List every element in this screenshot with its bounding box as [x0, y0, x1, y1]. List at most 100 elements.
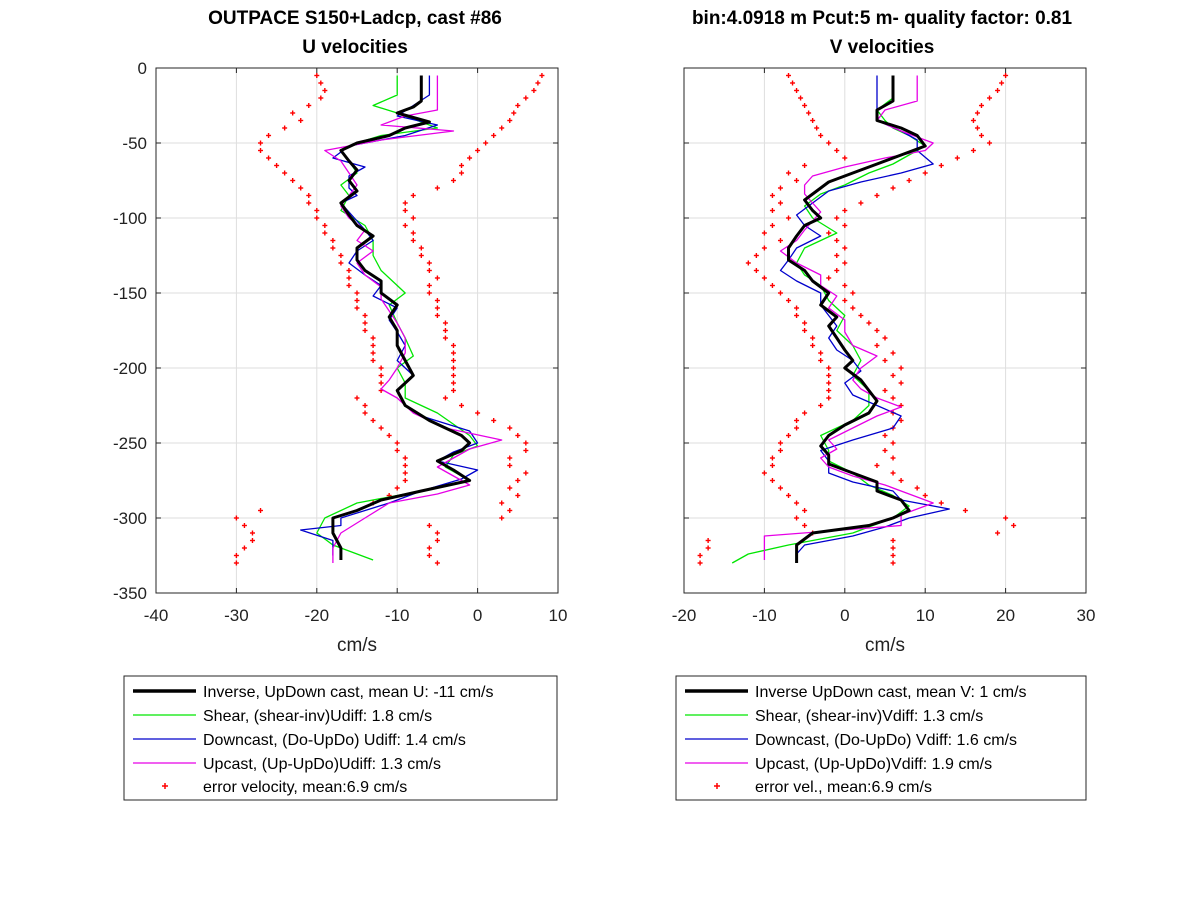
u-axes-box [155, 67, 559, 594]
u-error-marker-right [434, 313, 440, 318]
v-error-marker-left [794, 418, 800, 423]
u-error-marker-left [314, 73, 320, 78]
u-error-marker-right [491, 418, 497, 423]
u-error-marker-left [370, 335, 376, 341]
v-x-tick: -20 [672, 606, 697, 625]
u-x-tick: -30 [224, 606, 249, 625]
u-error-marker-left [402, 470, 408, 476]
v-legend-swatch-error [714, 783, 720, 789]
u-error-marker-right [515, 493, 521, 498]
u-error-marker-left [394, 448, 400, 453]
u-error-marker-right [418, 253, 424, 258]
u-legend-label-shear: Shear, (shear-inv)Udiff: 1.8 cm/s [203, 708, 432, 725]
u-error-marker-right [515, 478, 521, 483]
u-error-marker-right [450, 178, 456, 183]
u-error-marker-right [523, 95, 529, 101]
v-error-marker-left [806, 110, 812, 116]
u-error-marker-left [298, 118, 304, 123]
u-error-marker-right [450, 343, 456, 348]
v-error-marker-right [882, 358, 888, 363]
v-error-marker-right [842, 260, 848, 266]
u-error-marker-left [386, 433, 392, 438]
v-error-marker-right [890, 185, 896, 191]
v-error-marker-right [834, 268, 840, 273]
v-error-marker-left [777, 440, 783, 446]
u-line-upcast [324, 75, 503, 563]
u-legend-swatch-error [162, 783, 168, 789]
v-error-marker-right [978, 133, 984, 138]
v-error-marker-right [890, 538, 896, 543]
u-error-marker-left [306, 193, 312, 198]
u-error-marker-right [434, 560, 440, 566]
u-error-marker-left [346, 283, 352, 288]
v-panel: bin:4.0918 m Pcut:5 m- quality factor: 0… [672, 8, 1096, 801]
v-error-marker-left [777, 448, 783, 453]
v-error-marker-right [974, 110, 980, 116]
u-error-marker-right [475, 410, 481, 416]
v-error-marker-right [922, 170, 928, 176]
u-error-marker-right [507, 118, 513, 123]
u-legend-label-upcast: Upcast, (Up-UpDo)Udiff: 1.3 cm/s [203, 756, 441, 773]
v-panel-subtitle: V velocities [830, 37, 935, 58]
v-error-marker-left [697, 553, 703, 558]
v-error-marker-left [761, 470, 767, 476]
u-error-marker-right [418, 245, 424, 251]
u-panel: OUTPACE S150+Ladcp, cast #86 U velocitie… [113, 8, 567, 801]
v-error-marker-left [810, 335, 816, 341]
u-error-marker-right [459, 403, 465, 408]
v-error-marker-right [842, 298, 848, 303]
v-error-marker-left [802, 410, 808, 416]
v-error-marker-right [898, 380, 904, 386]
v-error-marker-left [697, 560, 703, 566]
v-error-marker-left [761, 275, 767, 281]
u-error-marker-right [499, 500, 505, 506]
v-line-upcast [763, 75, 934, 560]
u-panel-subtitle: U velocities [302, 37, 408, 58]
v-error-marker-left [786, 433, 792, 438]
u-error-marker-right [450, 350, 456, 356]
u-error-marker-right [426, 553, 432, 558]
v-error-marker-left [818, 403, 824, 408]
v-x-ticks: -20 -10 0 10 20 30 [672, 606, 1096, 625]
v-error-marker-right [842, 208, 848, 213]
u-error-marker-right [426, 268, 432, 273]
u-error-marker-right [523, 448, 529, 453]
u-error-marker-right [499, 515, 505, 521]
u-x-axis-label: cm/s [337, 635, 377, 656]
v-legend-box [675, 675, 1087, 801]
u-error-marker-left [394, 485, 400, 491]
v-error-marker-right [890, 553, 896, 558]
v-error-marker-left [786, 215, 792, 221]
v-error-marker-left [786, 170, 792, 176]
u-legend-label-error: error velocity, mean:6.9 cm/s [203, 779, 407, 796]
v-error-marker-right [999, 80, 1005, 86]
u-error-marker-left [330, 245, 336, 251]
v-error-marker-right [834, 238, 840, 243]
v-error-marker-right [882, 433, 888, 438]
v-error-marker-left [777, 238, 783, 243]
v-error-marker-right [922, 493, 928, 498]
u-y-tick: -250 [113, 434, 147, 453]
v-error-marker-left [794, 500, 800, 506]
v-error-marker-right [987, 95, 993, 101]
u-error-marker-left [402, 478, 408, 483]
v-x-tick: 10 [916, 606, 935, 625]
u-error-marker-left [338, 253, 344, 258]
v-error-marker-left [761, 230, 767, 236]
v-error-marker-right [890, 395, 896, 401]
u-error-marker-left [233, 560, 239, 566]
u-error-marker-left [378, 425, 384, 431]
u-error-marker-left [378, 380, 384, 386]
u-plot-area [233, 73, 545, 566]
u-error-marker-left [298, 185, 304, 191]
u-y-tick: -150 [113, 284, 147, 303]
u-error-marker-left [370, 350, 376, 356]
v-legend-label-upcast: Upcast, (Up-UpDo)Vdiff: 1.9 cm/s [755, 756, 992, 773]
v-error-marker-left [826, 395, 832, 401]
u-error-marker-left [258, 148, 264, 153]
u-error-marker-right [410, 230, 416, 236]
u-error-marker-left [249, 530, 255, 536]
v-error-marker-right [826, 230, 832, 236]
u-error-marker-left [354, 298, 360, 303]
u-error-marker-right [434, 538, 440, 543]
